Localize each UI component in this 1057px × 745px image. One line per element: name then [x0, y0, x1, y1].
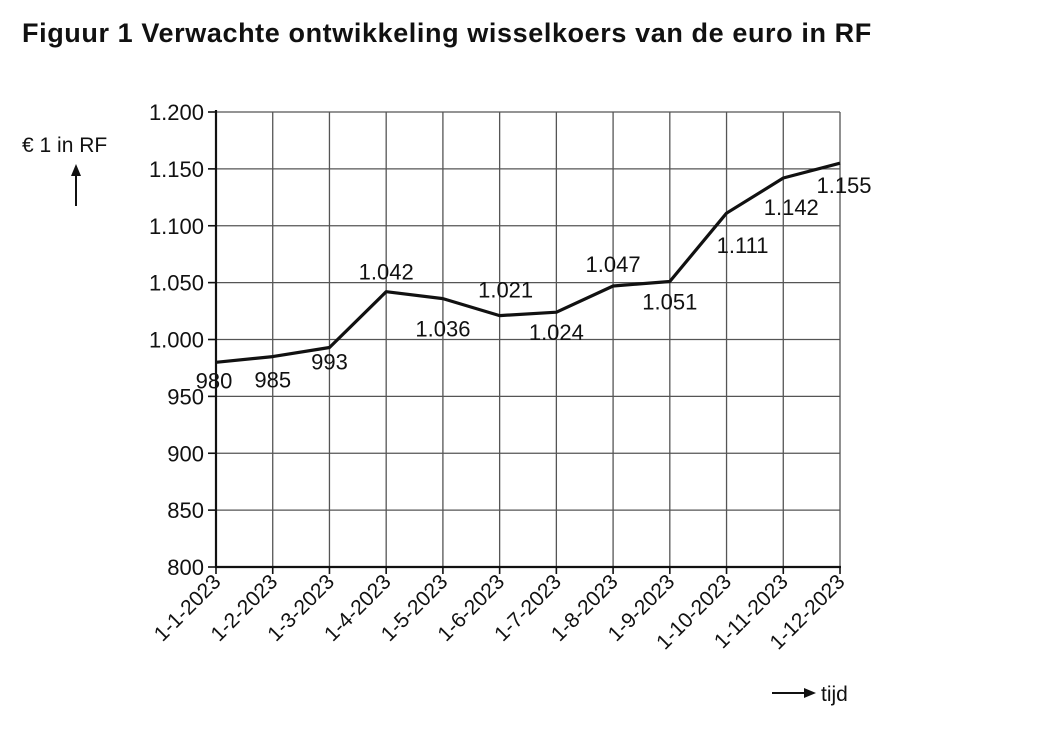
axis-labels: € 1 in RF tijd — [22, 134, 848, 706]
y-axis-arrow-icon — [71, 164, 81, 206]
chart-title: Figuur 1 Verwachte ontwikkeling wisselko… — [22, 18, 872, 48]
y-tick-label-7: 1.150 — [149, 157, 204, 182]
y-tick-label-3: 950 — [167, 384, 204, 409]
data-label-5: 1.021 — [478, 278, 533, 303]
data-label-8: 1.051 — [642, 289, 697, 314]
data-label-6: 1.024 — [529, 320, 584, 345]
y-tick-label-4: 1.000 — [149, 328, 204, 353]
data-label-9: 1.111 — [717, 233, 769, 258]
y-axis-ticks: 800 850 900 950 1.000 1.050 1.100 1.150 1.200 — [149, 100, 216, 580]
data-label-11: 1.155 — [816, 173, 871, 198]
y-tick-label-0: 800 — [167, 555, 204, 580]
x-axis-label: tijd — [821, 683, 848, 706]
x-axis-ticks: 1-1-20231-2-20231-3-20231-4-20231-5-2023… — [150, 567, 850, 654]
y-axis-label: € 1 in RF — [22, 134, 107, 157]
series-layer — [215, 161, 841, 364]
data-label-0: 980 — [196, 368, 233, 393]
data-label-3: 1.042 — [359, 260, 414, 285]
data-label-10: 1.142 — [764, 195, 819, 220]
y-tick-label-6: 1.100 — [149, 214, 204, 239]
y-tick-label-2: 900 — [167, 441, 204, 466]
series-line — [215, 161, 841, 364]
data-label-2: 993 — [311, 349, 348, 374]
data-label-1: 985 — [254, 368, 291, 393]
data-label-7: 1.047 — [586, 252, 641, 277]
x-axis-arrow-icon — [772, 688, 816, 698]
y-tick-label-5: 1.050 — [149, 271, 204, 296]
data-label-4: 1.036 — [415, 317, 470, 342]
y-tick-label-8: 1.200 — [149, 100, 204, 125]
y-tick-label-1: 850 — [167, 498, 204, 523]
